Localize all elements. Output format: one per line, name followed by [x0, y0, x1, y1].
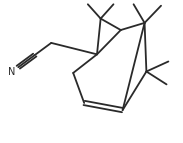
Text: N: N: [8, 67, 16, 77]
